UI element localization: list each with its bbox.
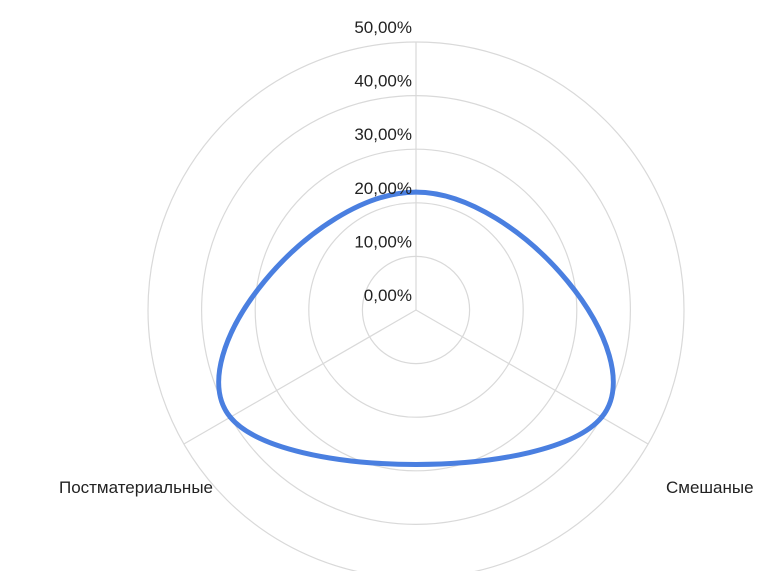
series-line-0 — [216, 189, 616, 467]
r-tick-label-3: 30,00% — [354, 125, 412, 144]
category-label-1: Смешаные — [666, 478, 754, 497]
r-tick-label-2: 20,00% — [354, 179, 412, 198]
series-point-0-0 — [413, 189, 419, 195]
series-point-0-1 — [599, 414, 605, 420]
series-layer — [216, 189, 616, 467]
grid-layer — [147, 41, 685, 576]
r-tick-label-5: 50,00% — [354, 18, 412, 37]
axis-spoke-2 — [183, 309, 417, 445]
r-tick-label-1: 10,00% — [354, 232, 412, 251]
category-label-2: Постматериальные — [59, 478, 213, 497]
label-layer: 0,00% 10,00% 20,00% 30,00% 40,00% 50,00% Смеша… — [59, 18, 754, 497]
r-tick-label-4: 40,00% — [354, 72, 412, 91]
r-tick-label-0: 0,00% — [364, 286, 412, 305]
axis-spoke-1 — [415, 309, 649, 445]
series-point-0-2 — [227, 414, 233, 420]
